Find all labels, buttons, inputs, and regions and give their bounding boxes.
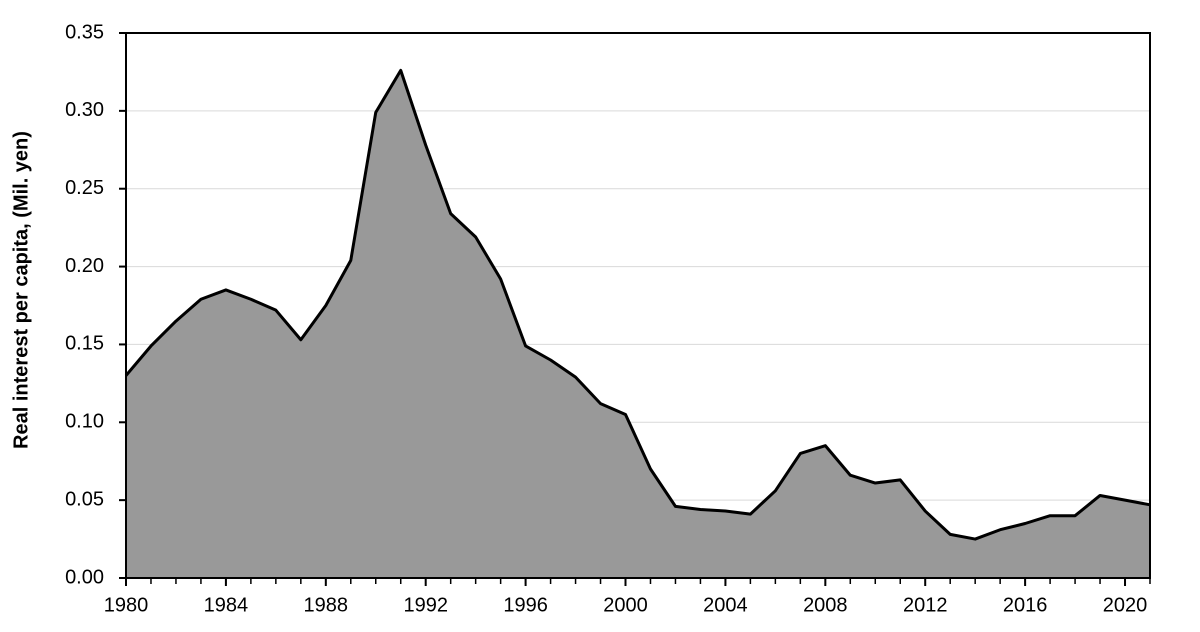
plot-border <box>125 32 1151 579</box>
y-tick-label: 0.00 <box>65 566 104 588</box>
x-tick-label: 2004 <box>703 594 748 616</box>
line <box>124 68 1151 541</box>
y-tick-label: 0.35 <box>65 21 104 43</box>
y-tick-label: 0.15 <box>65 333 104 355</box>
y-tick-label: 0.10 <box>65 411 104 433</box>
y-tick-label: 0.25 <box>65 177 104 199</box>
x-tick-label: 1992 <box>403 594 448 616</box>
x-tick-label: 1984 <box>204 594 249 616</box>
y-tick-label: 0.30 <box>65 99 104 121</box>
x-tick-label: 2016 <box>1003 594 1048 616</box>
x-tick-label: 2020 <box>1103 594 1148 616</box>
area <box>126 70 1150 578</box>
x-tick-label: 2012 <box>903 594 948 616</box>
x-tick-label: 1988 <box>304 594 349 616</box>
y-tick-label: 0.05 <box>65 488 104 510</box>
x-tick-label: 2000 <box>603 594 648 616</box>
x-tick-label: 1996 <box>503 594 548 616</box>
y-axis-label: Real interest per capita, (Mil. yen) <box>10 131 32 449</box>
y-tick-label: 0.20 <box>65 255 104 277</box>
x-tick-label: 1980 <box>104 594 149 616</box>
x-tick-label: 2008 <box>803 594 848 616</box>
